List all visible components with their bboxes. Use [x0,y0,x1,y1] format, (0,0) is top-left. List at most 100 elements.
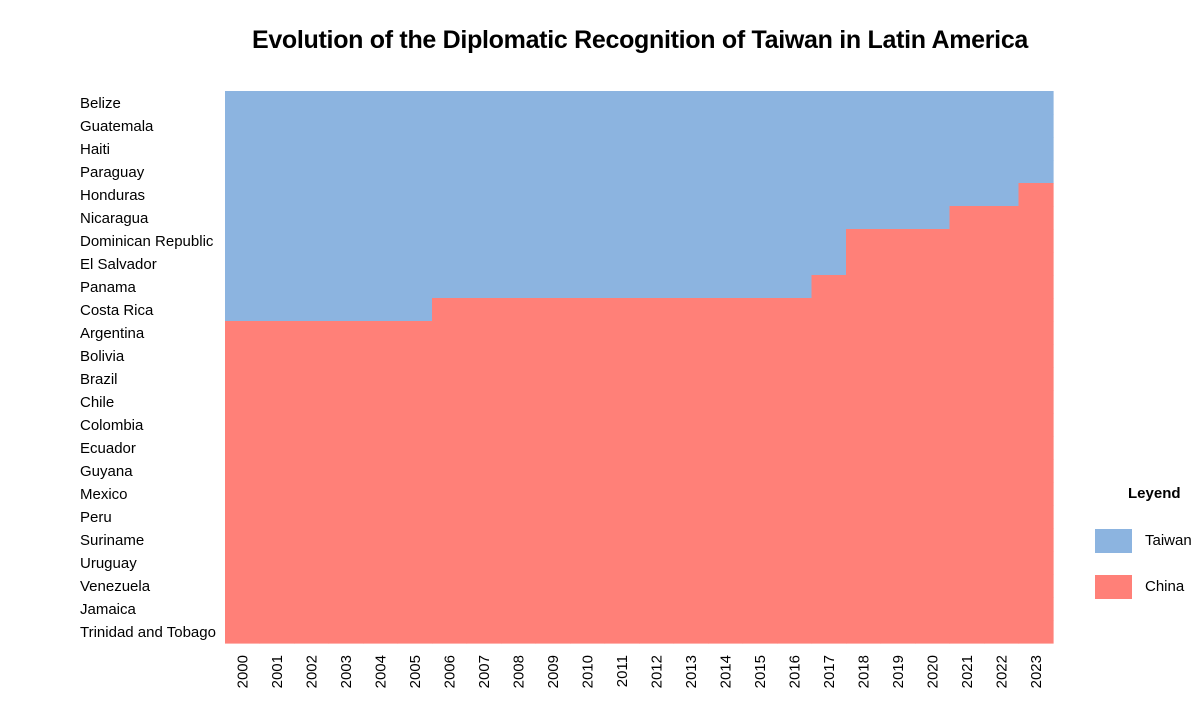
cell-trinidad-and-tobago-2006 [432,620,468,644]
cell-paraguay-2020 [915,160,951,184]
cell-venezuela-2019 [880,574,916,598]
cell-belize-2023 [1018,91,1054,115]
x-tick-label-2005: 2005 [407,655,424,688]
cell-bolivia-2015 [742,344,778,368]
cell-guatemala-2021 [949,114,985,138]
cell-costa-rica-2003 [328,298,364,322]
cell-paraguay-2016 [777,160,813,184]
cell-ecuador-2015 [742,436,778,460]
cell-dominican-republic-2009 [535,229,571,253]
cell-ecuador-2006 [432,436,468,460]
cell-suriname-2017 [811,528,847,552]
cell-panama-2016 [777,275,813,299]
cell-uruguay-2005 [397,551,433,575]
x-tick-label-2018: 2018 [855,655,872,688]
cell-venezuela-2005 [397,574,433,598]
cell-belize-2005 [397,91,433,115]
cell-bolivia-2006 [432,344,468,368]
cell-guatemala-2013 [673,114,709,138]
cell-dominican-republic-2023 [1018,229,1054,253]
cell-argentina-2019 [880,321,916,345]
cell-guatemala-2003 [328,114,364,138]
cell-mexico-2006 [432,482,468,506]
y-tick-label-jamaica: Jamaica [80,601,137,618]
cell-guyana-2012 [639,459,675,483]
cell-bolivia-2013 [673,344,709,368]
cell-chile-2003 [328,390,364,414]
cell-brazil-2005 [397,367,433,391]
cell-argentina-2002 [294,321,330,345]
cell-colombia-2012 [639,413,675,437]
cell-colombia-2011 [604,413,640,437]
cell-paraguay-2012 [639,160,675,184]
cell-uruguay-2012 [639,551,675,575]
cell-jamaica-2000 [225,597,261,621]
cell-haiti-2016 [777,137,813,161]
cell-ecuador-2010 [570,436,606,460]
cell-brazil-2007 [466,367,502,391]
cell-colombia-2016 [777,413,813,437]
cell-nicaragua-2010 [570,206,606,230]
cell-el-salvador-2006 [432,252,468,276]
cell-belize-2008 [501,91,537,115]
x-tick-label-2017: 2017 [821,655,838,688]
cell-haiti-2004 [363,137,399,161]
cell-venezuela-2023 [1018,574,1054,598]
cell-dominican-republic-2000 [225,229,261,253]
cell-guatemala-2007 [466,114,502,138]
cell-jamaica-2005 [397,597,433,621]
x-tick-label-2015: 2015 [752,655,769,688]
cell-uruguay-2003 [328,551,364,575]
y-tick-label-brazil: Brazil [80,371,118,388]
cell-jamaica-2019 [880,597,916,621]
cell-el-salvador-2014 [708,252,744,276]
cell-argentina-2004 [363,321,399,345]
cell-guatemala-2004 [363,114,399,138]
cell-panama-2010 [570,275,606,299]
cell-brazil-2002 [294,367,330,391]
cell-brazil-2021 [949,367,985,391]
cell-suriname-2016 [777,528,813,552]
cell-argentina-2009 [535,321,571,345]
cell-guyana-2011 [604,459,640,483]
cell-guyana-2018 [846,459,882,483]
y-tick-label-peru: Peru [80,509,112,526]
cell-colombia-2017 [811,413,847,437]
cell-venezuela-2014 [708,574,744,598]
cell-suriname-2009 [535,528,571,552]
x-tick-label-2022: 2022 [993,655,1010,688]
cell-chile-2010 [570,390,606,414]
cell-panama-2018 [846,275,882,299]
cell-trinidad-and-tobago-2007 [466,620,502,644]
cell-bolivia-2000 [225,344,261,368]
cell-dominican-republic-2017 [811,229,847,253]
cell-paraguay-2001 [259,160,295,184]
cell-costa-rica-2002 [294,298,330,322]
cell-trinidad-and-tobago-2005 [397,620,433,644]
cell-suriname-2000 [225,528,261,552]
y-tick-label-dominican-republic: Dominican Republic [80,233,214,250]
cell-belize-2019 [880,91,916,115]
cell-guyana-2016 [777,459,813,483]
cell-chile-2007 [466,390,502,414]
cell-haiti-2005 [397,137,433,161]
cell-colombia-2019 [880,413,916,437]
cell-panama-2013 [673,275,709,299]
cell-guyana-2002 [294,459,330,483]
y-tick-label-venezuela: Venezuela [80,578,151,595]
cell-argentina-2006 [432,321,468,345]
cell-trinidad-and-tobago-2012 [639,620,675,644]
cell-costa-rica-2013 [673,298,709,322]
cell-argentina-2013 [673,321,709,345]
cell-mexico-2017 [811,482,847,506]
cell-jamaica-2009 [535,597,571,621]
cell-suriname-2013 [673,528,709,552]
cell-chile-2016 [777,390,813,414]
cell-mexico-2000 [225,482,261,506]
y-tick-label-honduras: Honduras [80,187,145,204]
x-tick-label-2011: 2011 [614,655,631,687]
cell-mexico-2011 [604,482,640,506]
cell-honduras-2015 [742,183,778,207]
cell-honduras-2016 [777,183,813,207]
cell-peru-2023 [1018,505,1054,529]
